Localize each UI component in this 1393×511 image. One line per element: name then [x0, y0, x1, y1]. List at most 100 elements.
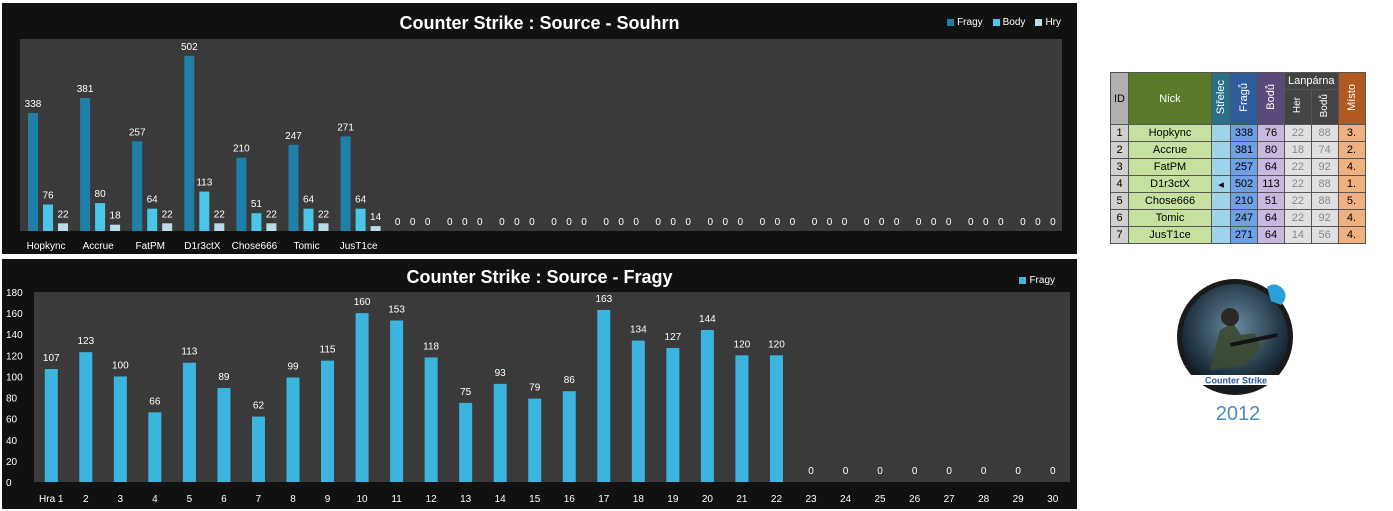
bar-hry — [110, 224, 121, 231]
bar-fragy — [113, 376, 127, 482]
legend-item-body: Body — [992, 17, 1025, 28]
data-label: 0 — [738, 217, 744, 228]
cell-strelec — [1211, 158, 1231, 176]
logo-wordmark: Counter Strike — [1205, 376, 1267, 386]
plot-area — [20, 39, 1062, 231]
header-lbodu-label: Bodů — [1319, 93, 1331, 118]
bar-fragy — [735, 355, 749, 482]
bar-body — [95, 203, 106, 231]
cell-fragu: 247 — [1230, 209, 1258, 227]
data-label: 0 — [877, 466, 883, 477]
data-label: 0 — [981, 466, 987, 477]
bar-fragy — [236, 157, 247, 231]
cell-nick: Chose666 — [1128, 192, 1212, 210]
cell-fragu: 338 — [1230, 124, 1258, 142]
data-label: 0 — [655, 217, 661, 228]
data-label: 113 — [196, 178, 212, 189]
legend-item-fragy: Fragy — [947, 17, 983, 28]
data-label: 0 — [603, 217, 609, 228]
bar-body — [199, 191, 210, 231]
y-tick-label: 160 — [6, 309, 23, 320]
data-label: 113 — [181, 347, 197, 358]
cell-id: 2 — [1110, 141, 1129, 159]
data-label: 134 — [630, 325, 647, 336]
cell-fragu: 210 — [1230, 192, 1258, 210]
cell-misto: 4. — [1337, 209, 1366, 227]
logo-year: 2012 — [1216, 403, 1261, 425]
header-her: Her — [1284, 89, 1312, 125]
summary-chart-legend: Fragy Body Hry — [947, 17, 1061, 28]
y-tick-label: 140 — [6, 330, 23, 341]
data-label: 62 — [253, 401, 265, 412]
y-tick-label: 120 — [6, 351, 23, 362]
category-label: Hra 1 — [39, 494, 64, 505]
legend-item-hry: Hry — [1035, 17, 1061, 28]
category-label: Hopkync — [27, 241, 66, 252]
cell-misto: 3. — [1337, 124, 1366, 142]
legend-label-hry: Hry — [1045, 17, 1061, 28]
bar-fragy — [528, 398, 542, 482]
y-tick-label: 180 — [6, 288, 23, 299]
cell-her: 18 — [1284, 141, 1312, 159]
cell-nick: Tomic — [1128, 209, 1212, 227]
data-label: 0 — [775, 217, 781, 228]
bar-body — [355, 208, 366, 231]
cell-nick: FatPM — [1128, 158, 1212, 176]
data-label: 0 — [1020, 217, 1026, 228]
data-label: 66 — [149, 396, 161, 407]
table-row: 2 Accrue 381 80 18 74 2. — [1110, 141, 1366, 159]
bar-fragy — [286, 377, 300, 482]
data-label: 89 — [218, 372, 230, 383]
category-label: 7 — [256, 494, 262, 505]
table-row: 1 Hopkync 338 76 22 88 3. — [1110, 124, 1366, 142]
table-row: 5 Chose666 210 51 22 88 5. — [1110, 192, 1366, 210]
category-label: 2 — [83, 494, 89, 505]
frags-chart: Counter Strike : Source - Fragy Fragy 0 2… — [2, 259, 1077, 509]
data-label: 0 — [827, 217, 833, 228]
cell-her: 22 — [1284, 175, 1312, 193]
score-table-header: ID Nick Střelec Fragů Bodů Lanpárna Míst… — [1110, 72, 1366, 125]
y-tick-label: 60 — [6, 415, 18, 426]
bar-fragy — [562, 391, 576, 482]
bar-body — [147, 208, 158, 231]
data-label: 64 — [303, 195, 315, 206]
cell-lbodu: 88 — [1310, 124, 1339, 142]
cell-misto: 4. — [1337, 158, 1366, 176]
category-label: Chose666 — [232, 241, 278, 252]
table-row: 6 Tomic 247 64 22 92 4. — [1110, 209, 1366, 227]
data-label: 107 — [43, 353, 60, 364]
cell-bodu: 113 — [1257, 175, 1285, 193]
cell-her: 22 — [1284, 158, 1312, 176]
header-strelec-label: Střelec — [1215, 79, 1227, 115]
category-label: 3 — [118, 494, 124, 505]
data-label: 22 — [266, 209, 278, 220]
data-label: 0 — [581, 217, 587, 228]
data-label: 0 — [410, 217, 416, 228]
data-label: 0 — [529, 217, 535, 228]
data-label: 0 — [685, 217, 691, 228]
bar-fragy — [44, 369, 58, 482]
cell-lbodu: 88 — [1310, 175, 1339, 193]
data-label: 0 — [842, 217, 848, 228]
data-label: 0 — [790, 217, 796, 228]
header-bodu-label: Bodů — [1265, 84, 1277, 110]
data-label: 120 — [768, 339, 785, 350]
category-label: 16 — [564, 494, 576, 505]
cell-bodu: 64 — [1257, 209, 1285, 227]
bar-fragy — [132, 141, 143, 231]
bar-fragy — [148, 412, 162, 482]
bar-fragy — [288, 144, 299, 231]
data-label: 0 — [812, 217, 818, 228]
cell-id: 4 — [1110, 175, 1129, 193]
table-row: 7 JusT1ce 271 64 14 56 4. — [1110, 226, 1366, 244]
bar-fragy — [355, 313, 369, 482]
cell-fragu: 381 — [1230, 141, 1258, 159]
data-label: 75 — [460, 387, 472, 398]
bar-fragy — [493, 383, 507, 482]
data-label: 118 — [423, 341, 439, 352]
cell-id: 7 — [1110, 226, 1129, 244]
category-label: 26 — [909, 494, 921, 505]
summary-chart: Counter Strike : Source - Souhrn Fragy B… — [2, 3, 1077, 254]
data-label: 0 — [670, 217, 676, 228]
data-label: 64 — [147, 195, 159, 206]
